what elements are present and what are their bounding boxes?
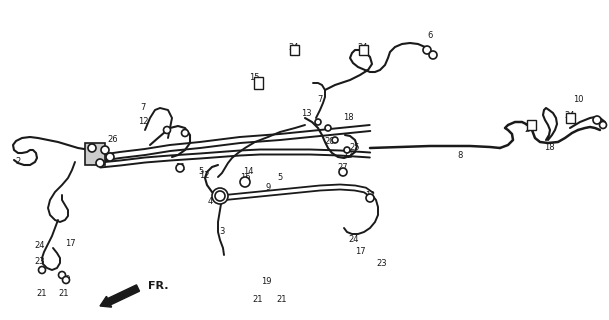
Text: 20: 20: [325, 138, 335, 147]
Text: 19: 19: [60, 276, 70, 284]
Text: 8: 8: [457, 150, 463, 159]
Text: 27: 27: [337, 164, 348, 172]
Text: 24: 24: [357, 44, 368, 52]
Circle shape: [176, 164, 184, 172]
Text: 24: 24: [289, 44, 299, 52]
Circle shape: [88, 144, 96, 152]
Circle shape: [96, 159, 104, 167]
Text: 7: 7: [140, 102, 146, 111]
Text: 9: 9: [266, 183, 270, 193]
Text: 10: 10: [572, 95, 583, 105]
Text: 15: 15: [248, 74, 259, 83]
Text: 26: 26: [108, 135, 118, 145]
FancyArrow shape: [100, 285, 139, 307]
Bar: [85, 143, 105, 165]
Text: 17: 17: [354, 247, 365, 257]
Text: 1: 1: [93, 143, 97, 153]
Text: 11: 11: [365, 190, 375, 199]
Text: 23: 23: [35, 258, 45, 267]
Bar: [359, 45, 367, 55]
Circle shape: [240, 177, 250, 187]
Circle shape: [423, 46, 431, 54]
Circle shape: [599, 122, 607, 129]
Circle shape: [593, 116, 601, 124]
Text: FR.: FR.: [148, 281, 169, 291]
Circle shape: [315, 119, 321, 125]
Circle shape: [366, 194, 374, 202]
Bar: [566, 113, 574, 123]
Circle shape: [344, 147, 350, 153]
Text: 12: 12: [138, 117, 148, 126]
Text: 5: 5: [199, 167, 203, 177]
Circle shape: [332, 137, 338, 143]
Circle shape: [163, 126, 171, 133]
Text: 11: 11: [175, 164, 185, 172]
Text: 18: 18: [343, 114, 353, 123]
Circle shape: [429, 51, 437, 59]
Circle shape: [339, 168, 347, 176]
Text: 25: 25: [350, 143, 361, 153]
Text: 16: 16: [240, 173, 250, 182]
Circle shape: [63, 276, 69, 284]
Text: 22: 22: [343, 150, 353, 159]
Circle shape: [212, 188, 228, 204]
Circle shape: [101, 146, 109, 154]
Bar: [527, 120, 535, 130]
Circle shape: [106, 153, 114, 161]
Text: 24: 24: [349, 236, 359, 244]
Circle shape: [181, 130, 189, 137]
Text: 12: 12: [199, 171, 209, 180]
Text: 3: 3: [219, 227, 225, 236]
Text: 21: 21: [253, 295, 263, 305]
Text: 17: 17: [65, 239, 76, 249]
Text: 24: 24: [565, 110, 576, 119]
Text: 6: 6: [428, 31, 432, 41]
Text: 14: 14: [243, 167, 253, 177]
Circle shape: [215, 191, 225, 201]
Text: 13: 13: [301, 108, 311, 117]
Text: 24: 24: [525, 125, 535, 134]
Circle shape: [38, 267, 46, 274]
Text: 4: 4: [208, 197, 213, 206]
Text: 21: 21: [276, 295, 287, 305]
Bar: [289, 45, 298, 55]
Text: 2: 2: [15, 157, 21, 166]
Text: 21: 21: [37, 290, 48, 299]
Text: 18: 18: [544, 143, 554, 153]
Circle shape: [58, 271, 66, 278]
Text: 21: 21: [58, 290, 69, 299]
Circle shape: [325, 125, 331, 131]
Text: 24: 24: [35, 242, 45, 251]
Text: 23: 23: [377, 259, 387, 268]
Bar: [253, 77, 262, 89]
Text: 5: 5: [277, 173, 283, 182]
Text: 19: 19: [261, 277, 271, 286]
Text: 7: 7: [317, 95, 323, 105]
